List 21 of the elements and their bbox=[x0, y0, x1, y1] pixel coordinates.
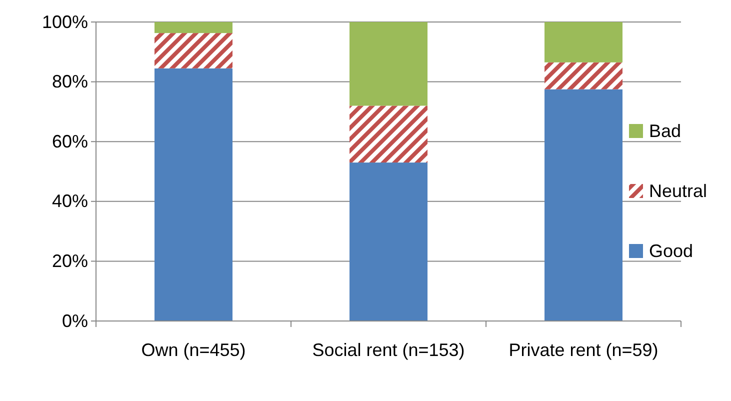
legend-label: Neutral bbox=[649, 181, 708, 201]
legend-label: Good bbox=[649, 241, 694, 261]
bar bbox=[544, 62, 622, 90]
y-tick-label: 0% bbox=[62, 310, 88, 331]
bar bbox=[350, 162, 428, 321]
x-tick-label: Social rent (n=153) bbox=[312, 340, 465, 360]
bar bbox=[154, 22, 232, 34]
bar bbox=[544, 89, 622, 321]
y-tick-label: 60% bbox=[52, 131, 88, 152]
bar bbox=[350, 106, 428, 163]
bar bbox=[544, 22, 622, 62]
bar bbox=[154, 68, 232, 321]
y-tick-label: 80% bbox=[52, 72, 88, 92]
x-tick-label: Private rent (n=59) bbox=[508, 340, 658, 360]
legend-label: Bad bbox=[649, 121, 682, 141]
bar bbox=[350, 22, 428, 106]
x-tick-label: Own (n=455) bbox=[141, 340, 246, 360]
y-tick-label: 40% bbox=[52, 191, 88, 212]
y-tick-label: 20% bbox=[52, 250, 88, 271]
bar bbox=[154, 33, 232, 68]
y-tick-label: 100% bbox=[42, 12, 88, 32]
